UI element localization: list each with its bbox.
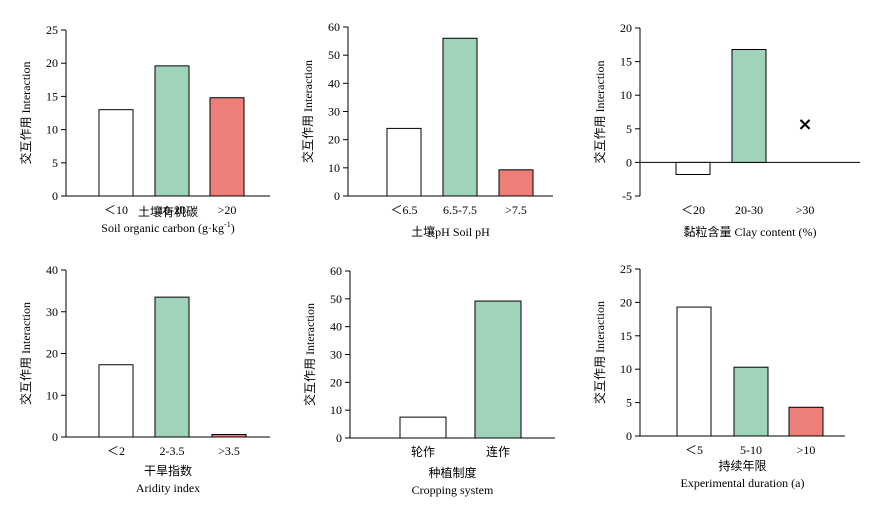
y-tick-label: 60 — [330, 264, 342, 278]
bar-2 — [154, 65, 190, 197]
y-tick-label: 0 — [626, 429, 632, 443]
category-label: 6.5-7.5 — [443, 203, 477, 217]
y-tick-label: 10 — [46, 388, 58, 402]
y-tick-label: 30 — [328, 105, 340, 119]
category-label: >20 — [218, 203, 237, 217]
y-tick-label: 15 — [620, 329, 632, 343]
x-axis-label-cn: 持续年限 — [718, 458, 766, 473]
y-tick-label: 60 — [328, 20, 340, 34]
category-label: 轮作 — [411, 445, 435, 459]
y-axis-label: 交互作用 Interaction — [302, 303, 317, 406]
bar-2 — [154, 296, 190, 438]
y-tick-label: 10 — [620, 88, 632, 102]
category-label: 5-10 — [740, 443, 762, 457]
category-label: ＜2 — [107, 444, 125, 458]
y-tick-label: 0 — [336, 431, 342, 445]
y-axis-label: 交互作用 Interaction — [592, 301, 607, 404]
y-tick-label: 40 — [330, 320, 342, 334]
chart-panel-1: 0 5 10 15 20 25 交互作用 Interaction ＜10 10-20 >20 土壤有… — [18, 23, 270, 235]
bar-2 — [733, 366, 769, 437]
category-label: ＜10 — [104, 203, 128, 217]
bar-2 — [442, 37, 478, 197]
bar-2 — [474, 300, 522, 439]
category-label: ＜5 — [685, 443, 703, 457]
bar-1 — [98, 109, 134, 197]
y-tick-label: 15 — [46, 89, 58, 103]
y-tick-label: 40 — [46, 263, 58, 277]
category-label: >3.5 — [218, 444, 240, 458]
bar-1 — [399, 416, 447, 439]
category-label: >7.5 — [505, 203, 527, 217]
y-tick-label: 0 — [626, 155, 632, 169]
y-tick-label: 10 — [46, 123, 58, 137]
y-tick-label: 30 — [330, 348, 342, 362]
y-tick-label: 25 — [46, 23, 58, 37]
x-axis-label-en: Cropping system — [412, 483, 494, 497]
y-tick-label: 20 — [330, 375, 342, 389]
y-tick-label: 20 — [46, 56, 58, 70]
bar-3 — [498, 169, 534, 197]
chart-panel-4: 0 10 20 30 40 交互作用 Interaction ＜2 2-3.5 >3.5 干旱指数… — [18, 263, 270, 495]
y-tick-label: 40 — [328, 76, 340, 90]
x-axis-label-cn: 土壤pH Soil pH — [411, 224, 490, 239]
chart-panel-6: 0 5 10 15 20 25 交互作用 Interaction ＜5 5-10 >10 持续年限 E… — [592, 262, 845, 490]
bar-3 — [211, 433, 247, 438]
x-axis-label-en: Aridity index — [136, 481, 200, 495]
y-tick-label: 0 — [52, 189, 58, 203]
x-axis-label-en: Experimental duration (a) — [681, 476, 805, 490]
x-axis-label-cn: 种植制度 — [428, 465, 476, 480]
category-label: 2-3.5 — [160, 444, 185, 458]
category-label: >30 — [796, 203, 815, 217]
chart-panel-3: -5 0 5 10 15 20 交互作用 Interaction × ＜20 20-30 >30 黏粒… — [592, 21, 860, 239]
chart-panel-2: 0 10 20 30 40 50 60 交互作用 Interaction ＜6.5 6.5-7.5… — [300, 20, 553, 239]
bar-3 — [209, 97, 245, 197]
y-tick-label: 10 — [328, 161, 340, 175]
category-label: ＜6.5 — [390, 203, 417, 217]
y-tick-label: 0 — [334, 189, 340, 203]
category-label: 10-20 — [158, 203, 186, 217]
category-label: ＜20 — [681, 203, 705, 217]
y-tick-label: 30 — [46, 305, 58, 319]
y-tick-label: 5 — [626, 122, 632, 136]
bar-1 — [676, 306, 712, 437]
y-tick-label: 25 — [620, 262, 632, 276]
category-label: >10 — [797, 443, 816, 457]
y-tick-label: 50 — [330, 292, 342, 306]
category-label: 连作 — [486, 444, 510, 459]
y-tick-label: 10 — [620, 362, 632, 376]
y-tick-label: 5 — [626, 396, 632, 410]
y-tick-label: 10 — [330, 403, 342, 417]
marker-1: × — [797, 114, 812, 135]
y-tick-label: 0 — [52, 430, 58, 444]
y-axis-label: 交互作用 Interaction — [18, 62, 33, 165]
bar-1 — [675, 161, 711, 175]
y-tick-label: 20 — [620, 21, 632, 35]
y-axis-label: 交互作用 Interaction — [300, 60, 315, 163]
y-tick-label: 15 — [620, 55, 632, 69]
bar-2 — [731, 49, 767, 163]
bar-1 — [98, 364, 134, 438]
y-axis-label: 交互作用 Interaction — [592, 61, 607, 164]
bar-1 — [386, 127, 422, 197]
bar-3 — [788, 406, 824, 437]
category-label: 20-30 — [735, 203, 763, 217]
y-tick-label: -5 — [622, 189, 632, 203]
y-tick-label: 20 — [620, 295, 632, 309]
y-axis-label: 交互作用 Interaction — [18, 302, 33, 405]
y-tick-label: 50 — [328, 48, 340, 62]
y-tick-label: 20 — [328, 133, 340, 147]
x-axis-label-cn: 黏粒含量 Clay content (%) — [684, 224, 817, 239]
x-axis-label-cn: 土壤有机碳 — [138, 204, 198, 219]
x-axis-label-cn: 干旱指数 — [144, 463, 192, 478]
x-axis-label-en: Soil organic carbon (g·kg-1) — [101, 220, 234, 235]
y-tick-label: 5 — [52, 156, 58, 170]
y-tick-label: 20 — [46, 347, 58, 361]
